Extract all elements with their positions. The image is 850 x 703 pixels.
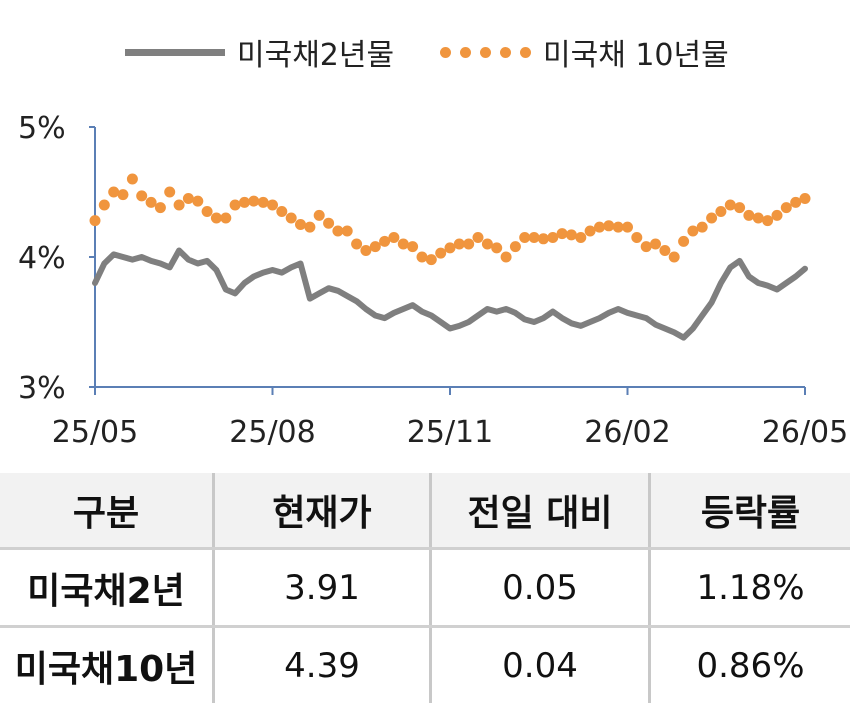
series-point-10y: [706, 213, 717, 224]
series-point-10y: [351, 239, 362, 250]
row-name: 미국채2년: [0, 549, 214, 627]
series-point-10y: [529, 232, 540, 243]
series-point-10y: [370, 241, 381, 252]
series-point-10y: [118, 189, 129, 200]
series-point-10y: [388, 232, 399, 243]
series-point-10y: [127, 174, 138, 185]
series-point-10y: [155, 202, 166, 213]
series-point-10y: [538, 233, 549, 244]
series-point-10y: [501, 252, 512, 263]
y-tick-label: 4%: [18, 241, 66, 276]
header-pct: 등락률: [650, 473, 850, 549]
series-point-10y: [669, 252, 680, 263]
series-point-10y: [678, 236, 689, 247]
x-tick-label: 25/11: [407, 415, 493, 450]
table-row: 미국채10년 4.39 0.04 0.86%: [0, 627, 850, 703]
series-point-10y: [585, 226, 596, 237]
series-point-10y: [641, 241, 652, 252]
series-point-10y: [108, 187, 119, 198]
series-point-10y: [220, 213, 231, 224]
row-pct: 0.86%: [650, 627, 850, 703]
series-point-10y: [174, 200, 185, 211]
series-point-10y: [211, 213, 222, 224]
row-pct: 1.18%: [650, 549, 850, 627]
series-point-10y: [575, 232, 586, 243]
yield-chart: 5% 4% 3% 25/05 25/08 25/11 26/02 26/05: [0, 0, 850, 465]
series-point-10y: [781, 202, 792, 213]
series-point-10y: [90, 215, 101, 226]
table-row: 미국채2년 3.91 0.05 1.18%: [0, 549, 850, 627]
series-point-10y: [239, 197, 250, 208]
series-point-10y: [519, 232, 530, 243]
series-point-10y: [304, 222, 315, 233]
row-price: 4.39: [214, 627, 431, 703]
series-point-10y: [743, 210, 754, 221]
series-point-10y: [697, 222, 708, 233]
y-tick-label: 5%: [18, 111, 66, 146]
series-point-10y: [594, 222, 605, 233]
x-tick-label: 26/05: [762, 415, 848, 450]
series-point-10y: [267, 200, 278, 211]
series-point-10y: [772, 210, 783, 221]
series-point-10y: [136, 190, 147, 201]
row-change: 0.04: [431, 627, 650, 703]
series-point-10y: [566, 229, 577, 240]
series-point-10y: [202, 206, 213, 217]
series-point-10y: [276, 206, 287, 217]
series-point-10y: [454, 239, 465, 250]
series-point-10y: [342, 226, 353, 237]
table-header-row: 구분 현재가 전일 대비 등락률: [0, 473, 850, 549]
series-point-10y: [715, 206, 726, 217]
series-point-10y: [426, 254, 437, 265]
series-point-10y: [164, 187, 175, 198]
series-point-10y: [360, 245, 371, 256]
series-point-10y: [659, 245, 670, 256]
series-point-10y: [146, 197, 157, 208]
series-point-10y: [407, 241, 418, 252]
x-tick-label: 25/08: [229, 415, 315, 450]
series-point-10y: [417, 252, 428, 263]
series-point-10y: [435, 248, 446, 259]
series-point-10y: [557, 228, 568, 239]
series-point-10y: [295, 219, 306, 230]
series-point-10y: [314, 210, 325, 221]
x-tick-label: 26/02: [584, 415, 670, 450]
header-change: 전일 대비: [431, 473, 650, 549]
series-point-10y: [230, 200, 241, 211]
series-point-10y: [603, 220, 614, 231]
series-point-10y: [800, 193, 811, 204]
series-point-10y: [323, 218, 334, 229]
quote-table: 구분 현재가 전일 대비 등락률 미국채2년 3.91 0.05 1.18% 미…: [0, 473, 850, 703]
series-point-10y: [192, 196, 203, 207]
series-point-10y: [398, 239, 409, 250]
series-point-10y: [631, 232, 642, 243]
header-category: 구분: [0, 473, 214, 549]
series-point-10y: [248, 196, 259, 207]
y-tick-label: 3%: [18, 371, 66, 406]
series-point-10y: [725, 200, 736, 211]
series-point-10y: [99, 200, 110, 211]
series-point-10y: [286, 213, 297, 224]
x-tick-label: 25/05: [52, 415, 138, 450]
series-point-10y: [734, 202, 745, 213]
series-point-10y: [183, 193, 194, 204]
series-point-10y: [258, 197, 269, 208]
row-price: 3.91: [214, 549, 431, 627]
series-point-10y: [650, 239, 661, 250]
series-line-2y: [95, 251, 805, 338]
row-name: 미국채10년: [0, 627, 214, 703]
series-point-10y: [491, 242, 502, 253]
series-point-10y: [463, 239, 474, 250]
header-price: 현재가: [214, 473, 431, 549]
row-change: 0.05: [431, 549, 650, 627]
series-point-10y: [622, 222, 633, 233]
series-point-10y: [510, 241, 521, 252]
series-point-10y: [753, 213, 764, 224]
series-point-10y: [473, 232, 484, 243]
series-point-10y: [762, 215, 773, 226]
